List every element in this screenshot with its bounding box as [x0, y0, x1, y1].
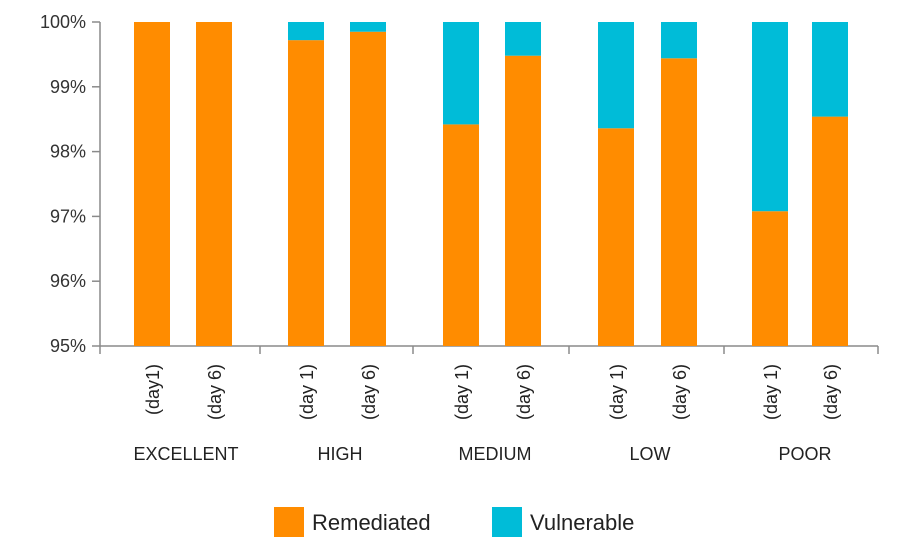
y-tick-label: 99%: [50, 77, 86, 97]
bar-vulnerable: [598, 22, 634, 129]
legend-swatch-remediated: [274, 507, 304, 537]
y-axis: 95% 96% 97% 98% 99% 100%: [40, 12, 101, 356]
bar-vulnerable: [505, 22, 541, 56]
bar-remediated: [752, 211, 788, 346]
bar-category-label: (day 1): [297, 364, 317, 420]
group-label: HIGH: [318, 444, 363, 464]
bar-remediated: [350, 31, 386, 346]
x-axis: [99, 345, 879, 354]
y-tick-label: 98%: [50, 142, 86, 162]
bar-category-label: (day1): [143, 364, 163, 415]
bar-category-label: (day 6): [670, 364, 690, 420]
bar-category-label: (day 1): [761, 364, 781, 420]
bar-category-label: (day 1): [607, 364, 627, 420]
y-tick-label: 97%: [50, 206, 86, 226]
bar-remediated: [443, 124, 479, 346]
bar-category-label: (day 6): [359, 364, 379, 420]
bar-category-label: (day 6): [205, 364, 225, 420]
y-tick-label: 96%: [50, 271, 86, 291]
bar-vulnerable: [812, 22, 848, 117]
bar-remediated: [661, 58, 697, 347]
bar-category-label: (day 6): [821, 364, 841, 420]
bar-category-label: (day 6): [514, 364, 534, 420]
legend-label-remediated: Remediated: [312, 510, 431, 535]
bar-remediated: [196, 22, 232, 346]
bar-vulnerable: [350, 22, 386, 32]
bar-remediated: [812, 116, 848, 346]
bars: [134, 22, 848, 347]
bar-vulnerable: [443, 22, 479, 125]
bar-vulnerable: [288, 22, 324, 41]
y-tick-label: 100%: [40, 12, 86, 32]
group-labels: EXCELLENT HIGH MEDIUM LOW POOR: [133, 444, 831, 464]
group-label: LOW: [629, 444, 670, 464]
group-label: EXCELLENT: [133, 444, 238, 464]
bar-vulnerable: [752, 22, 788, 212]
y-tick-label: 95%: [50, 336, 86, 356]
bar-remediated: [598, 128, 634, 346]
legend: Remediated Vulnerable: [274, 507, 634, 537]
legend-label-vulnerable: Vulnerable: [530, 510, 634, 535]
bar-remediated: [288, 40, 324, 346]
group-label: POOR: [778, 444, 831, 464]
bar-remediated: [505, 55, 541, 347]
bar-remediated: [134, 22, 170, 346]
bar-labels: (day1) (day 6) (day 1) (day 6) (day 1) (day 6…: [143, 364, 841, 420]
bar-category-label: (day 1): [452, 364, 472, 420]
bar-vulnerable: [661, 22, 697, 59]
group-label: MEDIUM: [459, 444, 532, 464]
legend-swatch-vulnerable: [492, 507, 522, 537]
